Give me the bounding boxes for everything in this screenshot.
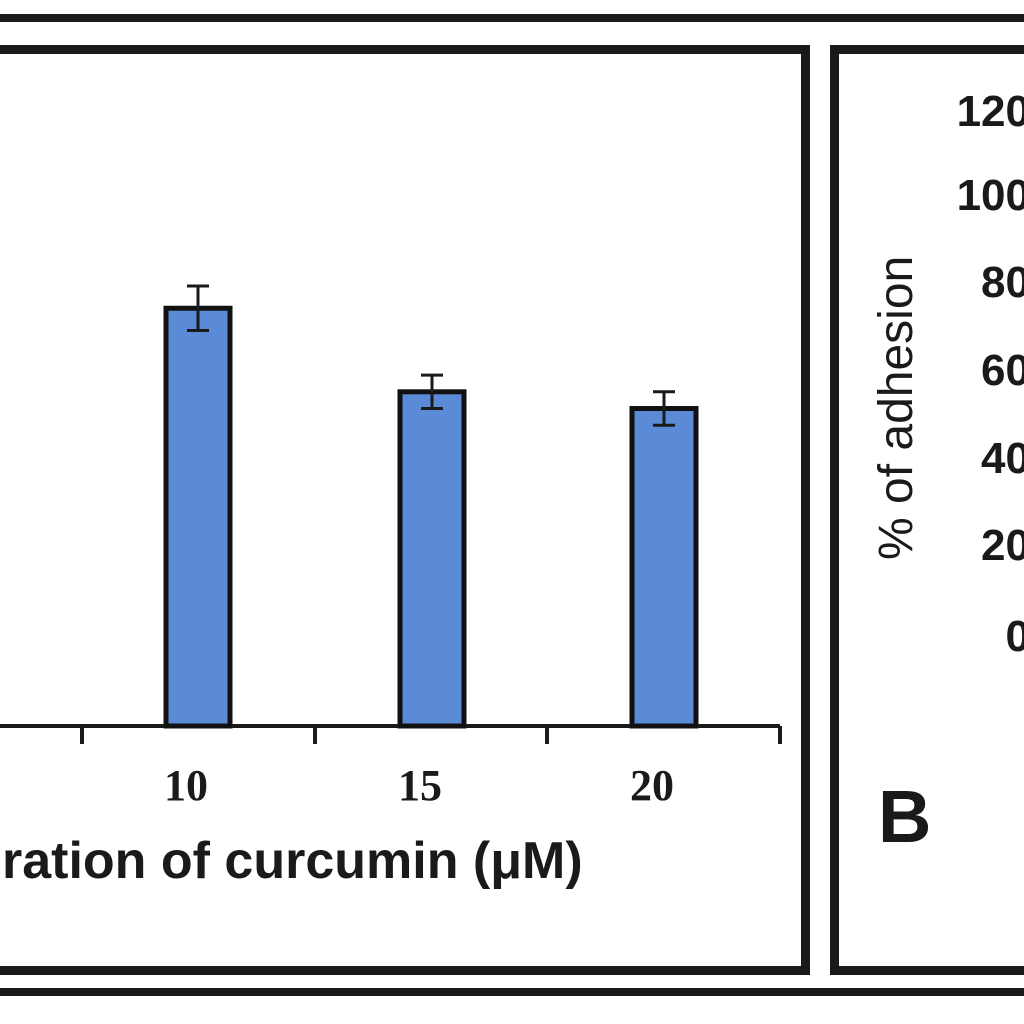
x-tick-label-group: 10 15 20 <box>164 761 674 810</box>
y-tick-label: 20 <box>981 521 1024 570</box>
figure-frame <box>0 14 1024 996</box>
panel-label: B <box>878 775 931 858</box>
y-axis-title: % of adhesion <box>870 256 923 560</box>
y-tick-label: 0 <box>1006 612 1024 661</box>
y-tick-label: 80 <box>981 258 1024 307</box>
x-tick-label: 10 <box>164 761 208 810</box>
panel-a-chart: 10 15 20 ration of curcumin (μM) <box>0 284 782 890</box>
bar <box>629 406 699 729</box>
bar-group <box>163 284 699 729</box>
x-tick-group <box>80 726 782 744</box>
y-tick-label-group: 120 100 80 60 40 20 0 <box>957 87 1024 661</box>
y-tick-label: 40 <box>981 434 1024 483</box>
y-tick-label: 100 <box>957 171 1024 220</box>
y-tick-label: 60 <box>981 346 1024 395</box>
bar <box>397 389 467 729</box>
x-axis-title: ration of curcumin (μM) <box>2 832 583 890</box>
panel-b-chart: % of adhesion 120 100 80 60 40 20 0 B <box>870 87 1024 858</box>
bar <box>163 305 233 729</box>
y-tick-label: 120 <box>957 87 1024 136</box>
x-tick-label: 20 <box>630 761 674 810</box>
x-tick-label: 15 <box>398 761 442 810</box>
panel-b-frame <box>830 45 1024 975</box>
